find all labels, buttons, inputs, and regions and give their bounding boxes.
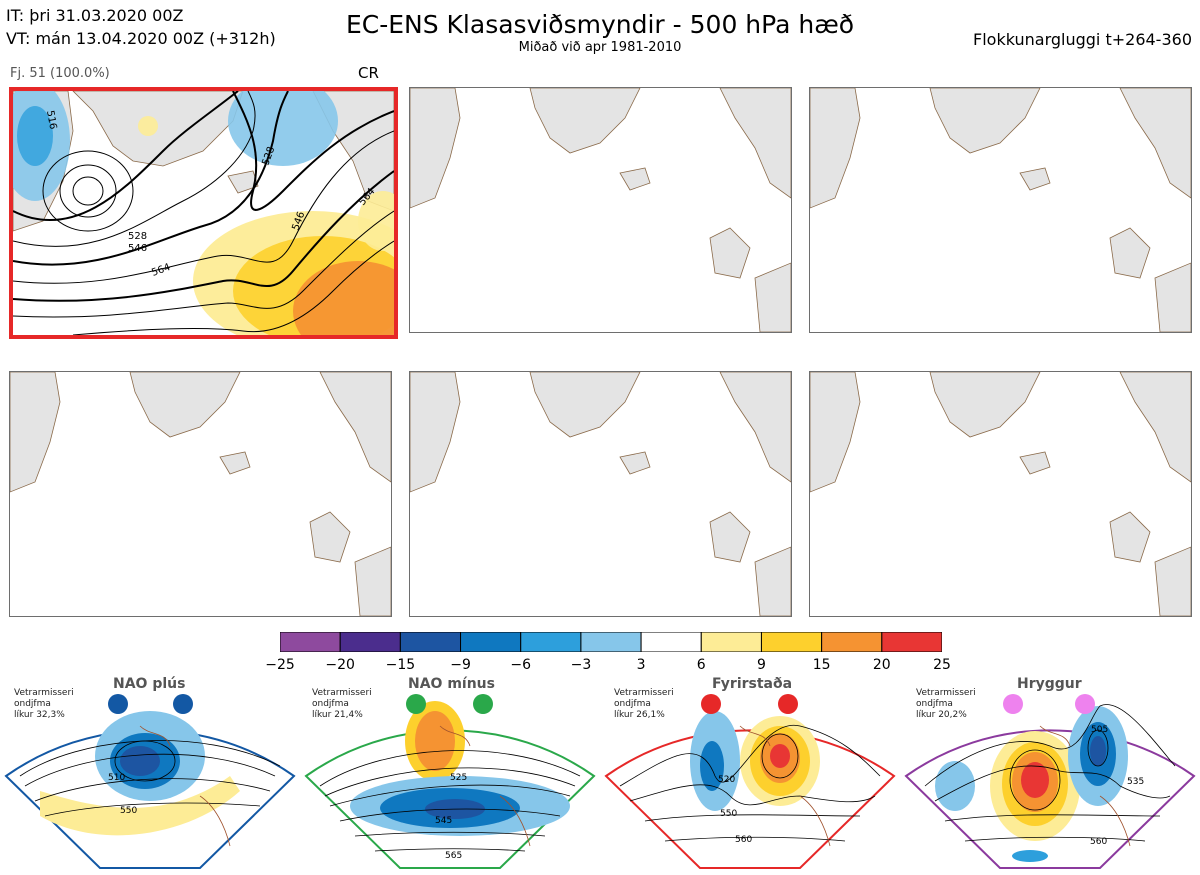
colorbar xyxy=(279,631,943,653)
cluster-map-1-drawing: 516 528 546 546 564 564 528 xyxy=(13,91,394,335)
nao-plus-label-1: 510 xyxy=(108,773,125,783)
colorbar-box xyxy=(580,631,642,653)
regime-meta-ridge: Vetrarmisseri ondjfma líkur 20,2% xyxy=(916,688,976,720)
nao-minus-dot-2 xyxy=(473,694,493,714)
nao-plus-label-2: 550 xyxy=(120,806,137,816)
regime-name-nao-minus: NAO mínus xyxy=(408,676,495,692)
cluster-map-1[interactable]: 516 528 546 546 564 564 528 xyxy=(9,87,398,339)
cluster-map-3[interactable] xyxy=(809,87,1192,333)
colorbar-box xyxy=(821,631,883,653)
nao-minus-label-3: 565 xyxy=(445,851,462,861)
cluster-map-4-drawing xyxy=(10,372,391,616)
cluster-map-6-drawing xyxy=(810,372,1191,616)
cluster-map-2-drawing xyxy=(410,88,791,332)
contour-label-528-west: 528 xyxy=(128,231,147,242)
cluster-map-5[interactable] xyxy=(409,371,792,617)
nao-minus-label-1: 525 xyxy=(450,773,467,783)
colorbar-tick-label: −15 xyxy=(385,657,416,673)
regime-nao-plus-map: 510 550 xyxy=(4,694,296,869)
regime-meta-blocking: Vetrarmisseri ondjfma líkur 26,1% xyxy=(614,688,674,720)
regime-blocking[interactable]: 520 550 560 Fyrirstaða Vetrarmisseri ond… xyxy=(600,676,900,871)
contour-label-516: 516 xyxy=(44,110,58,131)
ridge-label-1: 505 xyxy=(1091,725,1108,735)
cluster-regime-tag: CR xyxy=(358,64,379,82)
contour-label-546-west: 546 xyxy=(128,243,147,254)
colorbar-tick-label: 20 xyxy=(872,657,891,673)
ridge-dot-1 xyxy=(1003,694,1023,714)
colorbar-box xyxy=(640,631,702,653)
valid-time: VT: mán 13.04.2020 00Z (+312h) xyxy=(6,29,276,48)
colorbar-box xyxy=(460,631,522,653)
cluster-map-2[interactable] xyxy=(409,87,792,333)
classification-window: Flokkunargluggi t+264-360 xyxy=(973,30,1192,49)
page-title: EC-ENS Klasasviðsmyndir - 500 hPa hæð xyxy=(345,10,855,39)
colorbar-box xyxy=(520,631,582,653)
ridge-label-2: 535 xyxy=(1127,777,1144,787)
colorbar-tick-label: 9 xyxy=(756,657,766,673)
colorbar-tick-label: −3 xyxy=(570,657,592,673)
page-subtitle: Miðað við apr 1981-2010 xyxy=(518,40,682,55)
colorbar-tick-label: 15 xyxy=(812,657,831,673)
regime-nao-minus[interactable]: 525 545 565 NAO mínus Vetrarmisseri ondj… xyxy=(300,676,600,871)
regime-ridge[interactable]: 505 535 560 Hryggur Vetrarmisseri ondjfm… xyxy=(900,676,1200,871)
colorbar-tick-label: −9 xyxy=(450,657,471,673)
colorbar-tick-label: 25 xyxy=(933,657,951,673)
regime-nao-plus[interactable]: 510 550 NAO plús Vetrarmisseri ondjfma l… xyxy=(0,676,300,871)
ridge-dot-2 xyxy=(1075,694,1095,714)
colorbar-tick-label: −25 xyxy=(265,657,295,673)
colorbar-boxes xyxy=(279,631,943,653)
regime-ridge-map: 505 535 560 xyxy=(904,694,1196,869)
nao-minus-label-2: 545 xyxy=(435,816,452,826)
blocking-dot-2 xyxy=(778,694,798,714)
cluster-map-3-drawing xyxy=(810,88,1191,332)
cluster-map-5-drawing xyxy=(410,372,791,616)
blocking-label-3: 560 xyxy=(735,835,752,845)
cluster-map-4[interactable] xyxy=(9,371,392,617)
regime-nao-minus-map: 525 545 565 xyxy=(304,694,596,869)
init-time: IT: þri 31.03.2020 00Z xyxy=(6,6,184,25)
nao-plus-dot-2 xyxy=(173,694,193,714)
colorbar-tick-label: 3 xyxy=(636,657,646,673)
cluster-map-6[interactable] xyxy=(809,371,1192,617)
colorbar-tick-label: −6 xyxy=(510,657,532,673)
colorbar-box xyxy=(700,631,762,653)
colorbar-box xyxy=(399,631,462,653)
regime-blocking-map: 520 550 560 xyxy=(604,694,896,869)
regime-name-ridge: Hryggur xyxy=(1017,676,1082,692)
regime-name-blocking: Fyrirstaða xyxy=(712,676,793,692)
colorbar-tick-label: 6 xyxy=(696,657,706,673)
colorbar-tick-label: −20 xyxy=(325,657,355,673)
colorbar-box xyxy=(279,631,341,653)
regime-name-nao-plus: NAO plús xyxy=(113,676,186,692)
nao-plus-dot-1 xyxy=(108,694,128,714)
colorbar-box xyxy=(339,631,401,653)
colorbar-box xyxy=(881,631,943,653)
regime-meta-nao-minus: Vetrarmisseri ondjfma líkur 21,4% xyxy=(312,688,372,720)
regime-meta-nao-plus: Vetrarmisseri ondjfma líkur 32,3% xyxy=(14,688,74,720)
contour-label-564-west: 564 xyxy=(150,262,172,279)
blocking-label-2: 550 xyxy=(720,809,737,819)
cluster-label: Fj. 51 (100.0%) xyxy=(10,66,110,81)
ridge-label-3: 560 xyxy=(1090,837,1107,847)
nao-minus-dot-1 xyxy=(406,694,426,714)
blocking-label-1: 520 xyxy=(718,775,735,785)
colorbar-box xyxy=(760,631,823,653)
blocking-dot-1 xyxy=(701,694,721,714)
